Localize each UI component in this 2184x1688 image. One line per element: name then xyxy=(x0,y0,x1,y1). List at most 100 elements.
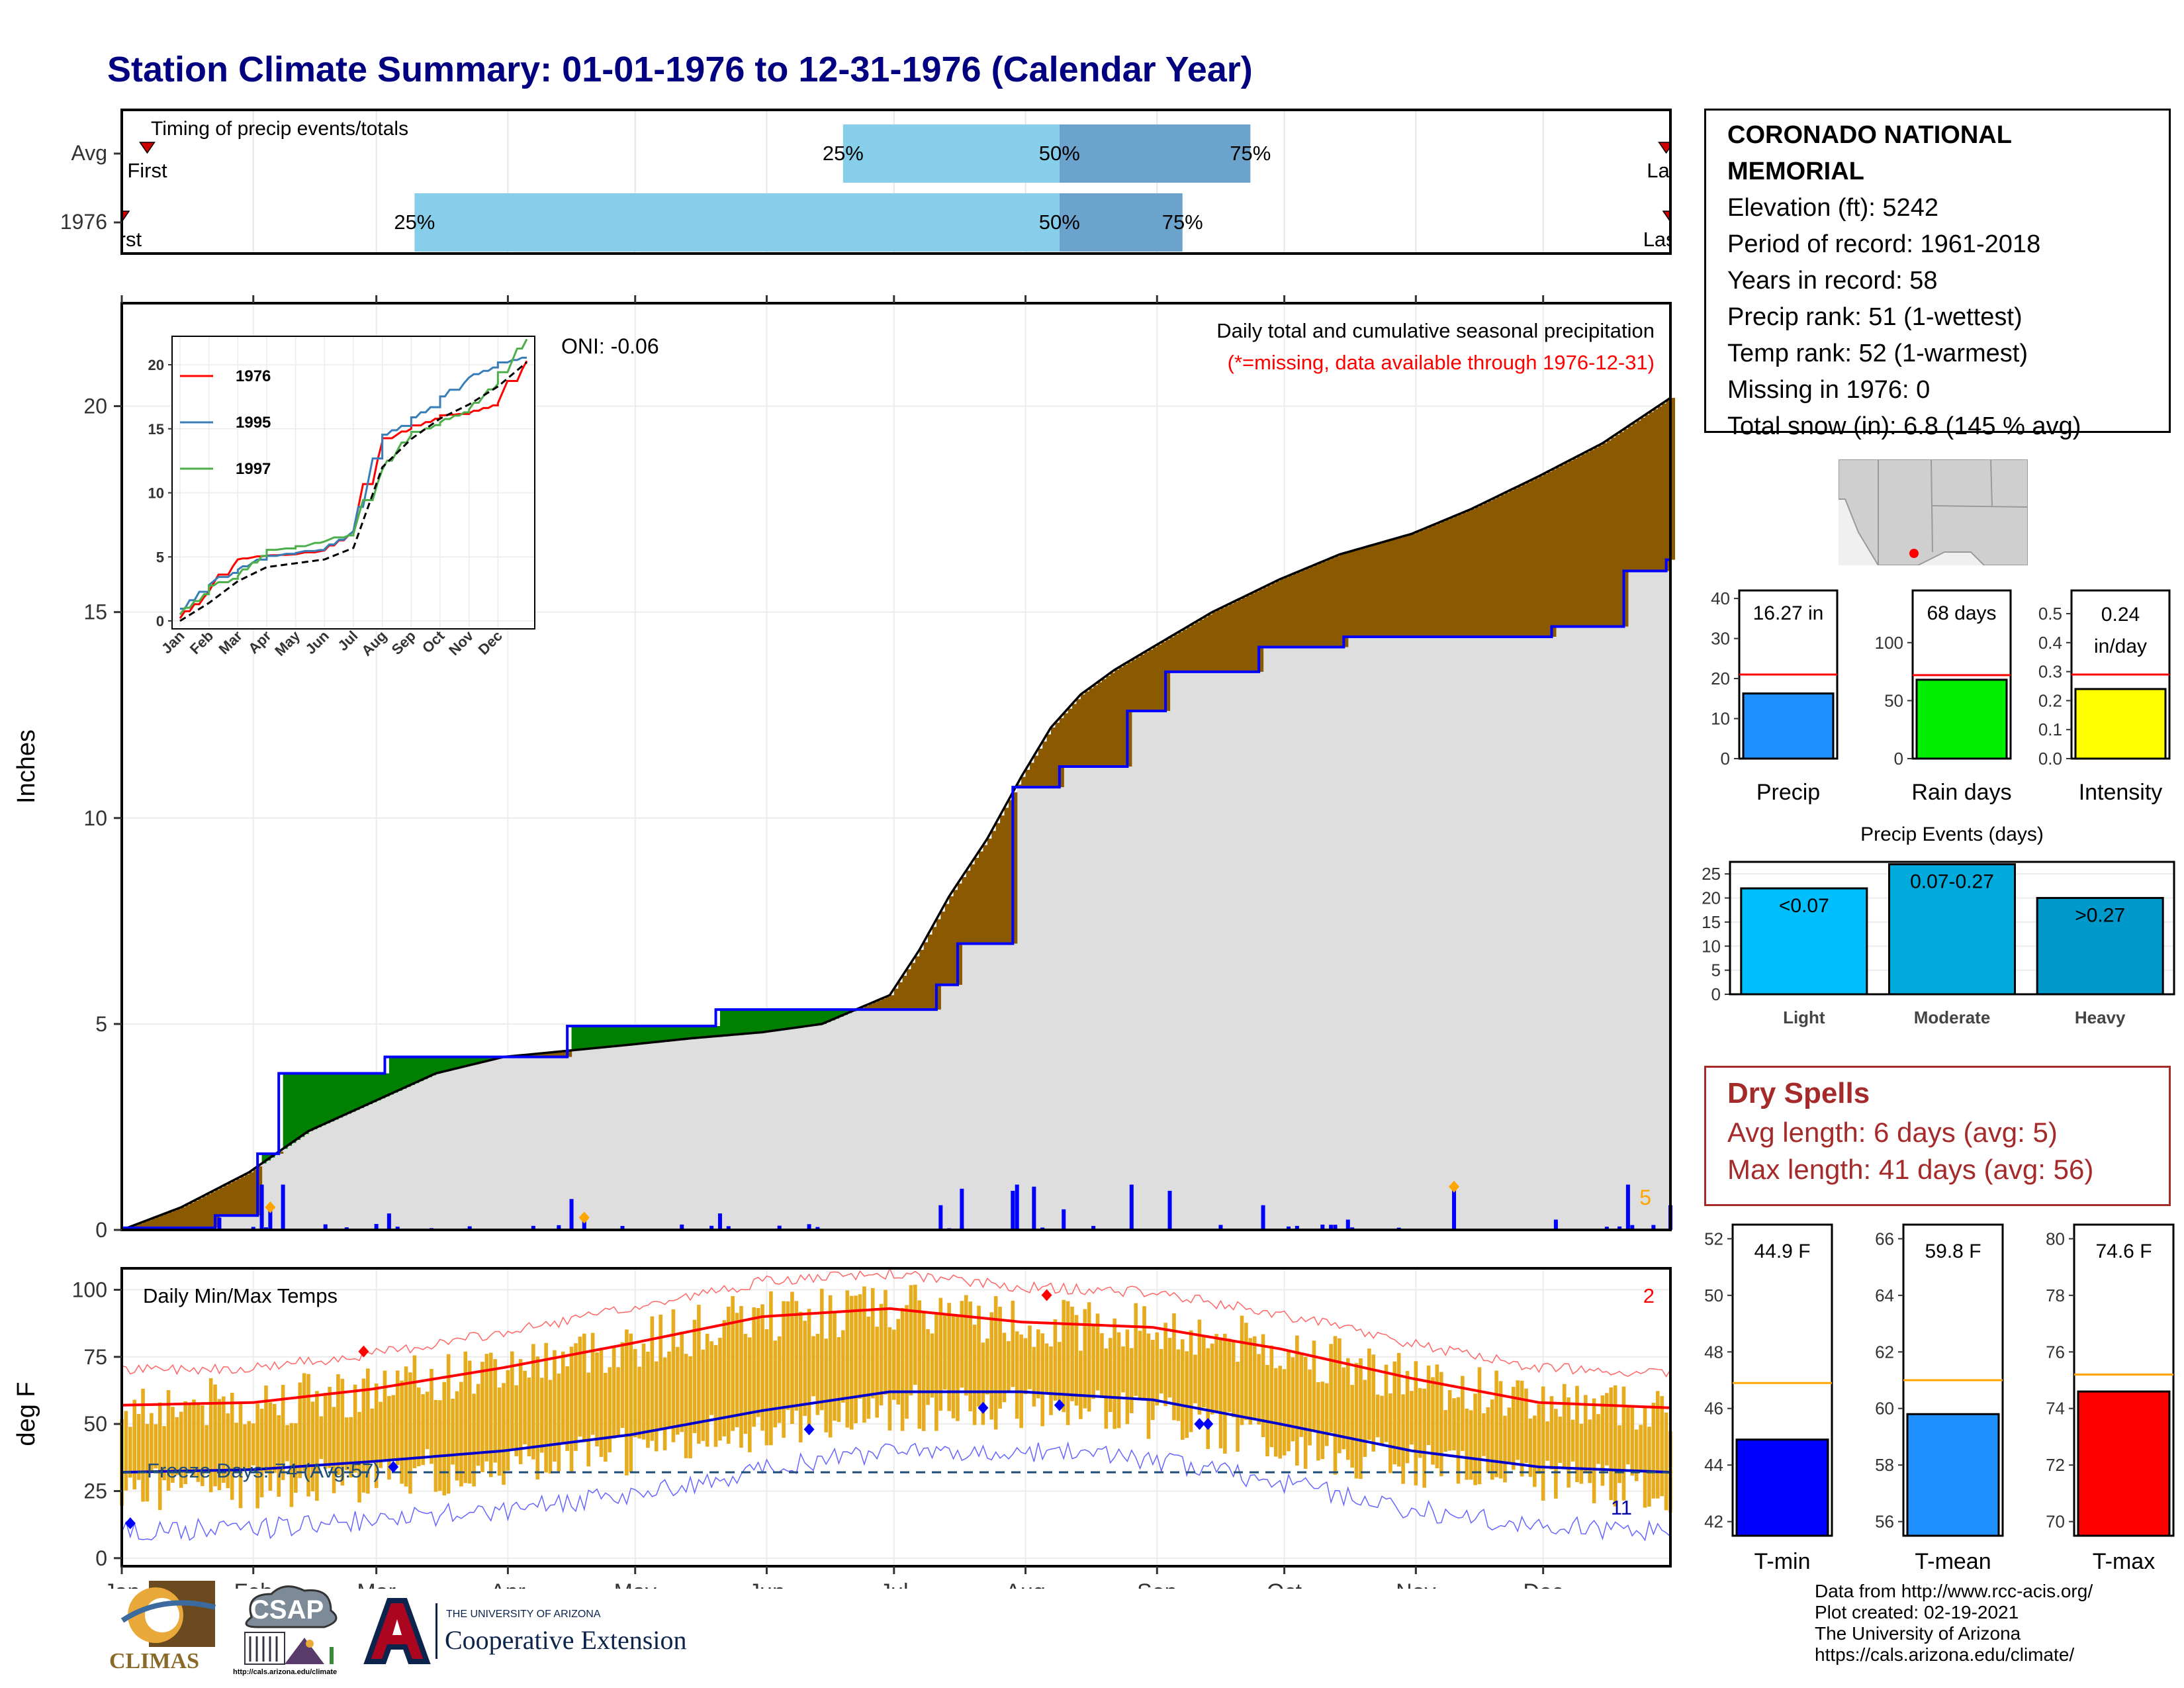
temp-summary-ytick-label: 78 xyxy=(2046,1286,2065,1305)
daily-temp-range-bar xyxy=(828,1295,833,1438)
daily-precip-bar xyxy=(620,1226,625,1230)
daily-temp-range-bar xyxy=(1116,1332,1121,1429)
daily-temp-range-bar xyxy=(1146,1333,1151,1439)
daily-temp-range-bar xyxy=(459,1382,463,1487)
daily-temp-range-bar xyxy=(1503,1415,1507,1483)
daily-temp-range-bar xyxy=(1596,1414,1600,1464)
daily-precip-bar xyxy=(960,1188,964,1230)
record-high-marker xyxy=(358,1345,369,1358)
temperature-summary-bars: 42 44 46 48 50 52 44.9 F T-min 56 58 60 62 64 66 59.8 … xyxy=(1704,1223,2175,1574)
daily-temp-range-bar xyxy=(964,1295,968,1396)
daily-temp-range-bar xyxy=(145,1424,150,1502)
daily-temp-range-bar xyxy=(1032,1346,1036,1407)
daily-precip-bar xyxy=(1015,1184,1019,1230)
daily-temp-range-bar xyxy=(523,1370,527,1444)
daily-temp-range-bar xyxy=(841,1330,845,1403)
daily-temp-range-bar xyxy=(1095,1313,1100,1391)
daily-temp-range-bar xyxy=(1180,1339,1185,1440)
daily-temp-range-bar xyxy=(1465,1408,1469,1480)
daily-temp-range-bar xyxy=(1151,1340,1155,1421)
daily-temp-range-bar xyxy=(879,1303,884,1406)
temp-summary-ytick-label: 44 xyxy=(1704,1455,1723,1475)
temp-summary-ytick-label: 62 xyxy=(1875,1342,1894,1362)
daily-temp-range-bar xyxy=(875,1327,879,1418)
daily-temp-range-bar xyxy=(820,1288,824,1411)
daily-temp-range-bar xyxy=(1516,1380,1520,1460)
daily-temp-range-bar xyxy=(743,1333,748,1434)
temp-summary-ytick-label: 52 xyxy=(1704,1229,1723,1248)
daily-temp-range-bar xyxy=(641,1343,646,1440)
daily-temp-range-bar xyxy=(697,1305,701,1444)
daily-temp-range-bar xyxy=(1507,1407,1512,1463)
daily-temp-range-bar xyxy=(1218,1337,1223,1448)
inset-xtick-label: Aug xyxy=(358,628,390,659)
station-precip-rank: Precip rank: 51 (1-wettest) xyxy=(1727,303,2023,331)
daily-temp-range-bar xyxy=(1303,1356,1308,1469)
precip-events-chart: Precip Events (days) 0 5 10 15 20 25 <0.07 Light… xyxy=(1702,823,2175,1027)
daily-temp-range-bar xyxy=(1443,1410,1448,1452)
daily-temp-range-bar xyxy=(1019,1334,1023,1429)
daily-temp-range-bar xyxy=(1159,1348,1163,1394)
daily-temp-range-bar xyxy=(1439,1372,1443,1477)
month-tick-label: May xyxy=(614,1579,657,1589)
daily-temp-range-bar xyxy=(1562,1383,1567,1467)
summary-ytick-label: 0 xyxy=(1721,749,1730,769)
daily-temp-range-bar xyxy=(1100,1333,1104,1398)
daily-temp-range-bar xyxy=(1011,1300,1015,1387)
daily-temp-range-bar xyxy=(196,1403,201,1482)
daily-precip-bar xyxy=(938,1205,943,1230)
daily-precip-bar xyxy=(569,1199,574,1230)
daily-temp-range-bar xyxy=(956,1316,960,1421)
daily-temp-range-bar xyxy=(404,1366,408,1487)
events-frame xyxy=(1729,861,2175,996)
daily-precip-bar xyxy=(395,1227,400,1230)
daily-temp-range-bar xyxy=(1345,1358,1350,1460)
temp-ytick-label: 75 xyxy=(83,1345,107,1369)
daily-temp-range-bar xyxy=(1223,1333,1227,1454)
daily-temp-range-bar xyxy=(1375,1394,1380,1438)
daily-temp-range-bar xyxy=(616,1367,620,1437)
daily-temp-range-bar xyxy=(1079,1350,1083,1419)
daily-temp-range-bar xyxy=(162,1426,166,1481)
temp-summary-value-text: 59.8 F xyxy=(1925,1241,1981,1262)
daily-precip-bar xyxy=(680,1224,684,1230)
daily-precip-bar xyxy=(467,1226,472,1230)
daily-temp-range-bar xyxy=(1579,1423,1584,1484)
daily-temp-range-bar xyxy=(379,1401,383,1468)
daily-precip-bar xyxy=(1651,1225,1656,1230)
daily-temp-range-bar xyxy=(1193,1354,1197,1403)
precip-ytick-label: 10 xyxy=(83,806,107,830)
daily-temp-range-bar xyxy=(1626,1407,1630,1465)
record-low-marker xyxy=(803,1423,815,1436)
ua-cooperative-extension-logo: THE UNIVERSITY OF ARIZONA Cooperative Ex… xyxy=(357,1595,754,1668)
daily-temp-range-bar xyxy=(1074,1315,1079,1406)
temp-ytick-label: 50 xyxy=(83,1412,107,1436)
page-title: Station Climate Summary: 01-01-1976 to 1… xyxy=(107,50,1253,89)
inset-xtick-label: Apr xyxy=(245,628,275,657)
daily-temp-range-bar xyxy=(1380,1395,1384,1446)
daily-temp-range-bar xyxy=(1291,1357,1295,1442)
daily-temp-range-bar xyxy=(1367,1348,1371,1440)
summary-category-label: Rain days xyxy=(1911,780,2011,805)
daily-temp-range-bar xyxy=(1461,1376,1465,1451)
daily-temp-range-bar xyxy=(1617,1425,1621,1483)
daily-temp-range-bar xyxy=(824,1338,829,1432)
csap-logo-mark xyxy=(244,1585,338,1665)
precip-ytick-label: 5 xyxy=(95,1012,107,1036)
daily-temp-range-bar xyxy=(1125,1329,1130,1425)
daily-temp-range-bar xyxy=(1316,1382,1320,1461)
daily-temp-range-bar xyxy=(1342,1367,1346,1450)
daily-precip-bar xyxy=(251,1227,255,1230)
timing-bar-q1-q2 xyxy=(414,193,1060,252)
daily-temp-range-bar xyxy=(1371,1354,1376,1452)
daily-temp-range-bar xyxy=(328,1387,332,1468)
events-ytick-label: 10 xyxy=(1702,936,1721,956)
daily-temp-range-bar xyxy=(344,1417,349,1470)
daily-temp-range-bar xyxy=(951,1316,956,1419)
daily-precip-bar xyxy=(374,1223,379,1230)
daily-temp-range-bar xyxy=(905,1305,909,1419)
daily-temp-range-bar xyxy=(633,1348,637,1438)
month-tick-label: Oct xyxy=(1267,1579,1302,1589)
daily-temp-range-bar xyxy=(272,1403,277,1474)
daily-temp-range-bar xyxy=(1172,1313,1176,1421)
